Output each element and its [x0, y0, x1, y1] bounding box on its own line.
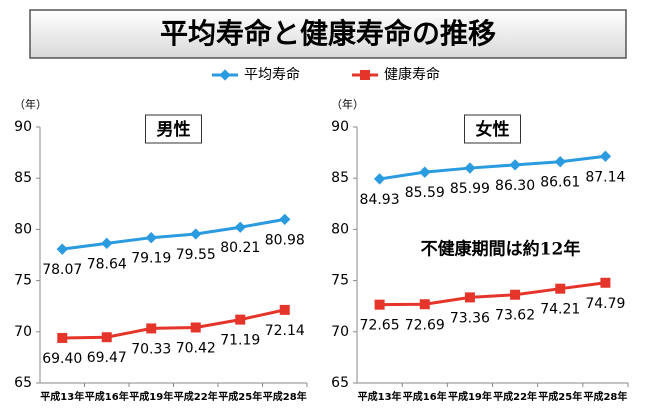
- y-tick-label: 90: [14, 119, 32, 135]
- x-tick-label: 平成22年: [174, 390, 218, 403]
- marker: [555, 283, 566, 294]
- marker: [464, 292, 475, 303]
- data-label: 72.65: [360, 318, 400, 334]
- data-label: 85.59: [405, 185, 445, 201]
- marker: [56, 243, 68, 255]
- legend-label: 健康寿命: [384, 66, 440, 83]
- marker: [101, 237, 113, 249]
- marker: [509, 159, 521, 171]
- data-label: 78.07: [42, 262, 82, 278]
- data-label: 87.14: [585, 169, 625, 185]
- y-tick-label: 85: [14, 170, 32, 186]
- legend-marker: [360, 70, 370, 80]
- data-label: 80.21: [220, 240, 260, 256]
- marker: [374, 299, 385, 310]
- y-tick-label: 70: [331, 324, 349, 340]
- y-tick-label: 85: [331, 170, 349, 186]
- data-label: 74.21: [540, 302, 580, 318]
- data-label: 69.40: [42, 351, 82, 367]
- marker: [419, 166, 431, 178]
- data-label: 73.36: [450, 310, 490, 326]
- data-label: 79.55: [176, 247, 216, 263]
- y-tick-label: 80: [14, 221, 32, 237]
- marker: [190, 228, 202, 240]
- data-label: 69.47: [87, 350, 127, 366]
- y-tick-label: 75: [14, 273, 32, 289]
- x-tick-label: 平成13年: [40, 390, 84, 403]
- marker: [146, 323, 157, 334]
- y-tick-label: 65: [14, 375, 32, 391]
- y-tick-label: 75: [331, 273, 349, 289]
- x-tick-label: 平成22年: [493, 390, 537, 403]
- marker: [279, 213, 291, 226]
- data-label: 84.93: [360, 192, 400, 208]
- y-tick-label: 80: [331, 221, 349, 237]
- data-label: 70.33: [131, 341, 171, 357]
- marker: [419, 299, 430, 310]
- marker: [145, 232, 157, 244]
- marker: [101, 332, 112, 343]
- data-label: 80.98: [265, 232, 305, 248]
- panel-title: 女性: [476, 119, 510, 140]
- data-label: 78.64: [87, 256, 127, 272]
- x-tick-label: 平成13年: [358, 390, 402, 403]
- marker: [554, 156, 566, 168]
- x-tick-label: 平成19年: [448, 390, 492, 403]
- marker: [373, 173, 386, 185]
- marker: [235, 314, 246, 325]
- y-tick-label: 90: [331, 119, 349, 135]
- marker: [190, 322, 201, 333]
- panel-title: 男性: [157, 119, 191, 140]
- x-tick-label: 平成28年: [263, 390, 307, 403]
- series-line: [62, 217, 286, 251]
- title-box: [29, 9, 627, 59]
- chart-title: 平均寿命と健康寿命の推移: [160, 17, 496, 50]
- data-label: 86.61: [540, 175, 580, 191]
- data-label: 79.19: [131, 251, 171, 267]
- y-tick-label: 70: [14, 324, 32, 340]
- y-tick-label: 65: [331, 375, 349, 391]
- series-line: [379, 154, 606, 181]
- annotation: 不健康期間は約12年: [421, 239, 581, 260]
- marker: [510, 289, 521, 300]
- x-tick-label: 平成25年: [218, 390, 262, 403]
- data-label: 73.62: [495, 308, 535, 324]
- data-label: 85.99: [450, 181, 490, 197]
- data-label: 72.69: [405, 317, 445, 333]
- x-tick-label: 平成28年: [583, 390, 627, 403]
- data-label: 86.30: [495, 178, 535, 194]
- series-line: [379, 281, 606, 307]
- legend-label: 平均寿命: [244, 66, 300, 83]
- y-axis-unit: （年）: [331, 97, 364, 111]
- marker: [599, 150, 612, 162]
- x-tick-label: 平成25年: [538, 390, 582, 403]
- marker: [600, 277, 611, 288]
- marker: [279, 304, 290, 315]
- x-tick-label: 平成16年: [85, 390, 129, 403]
- panel-title-box: [464, 114, 521, 144]
- x-tick-label: 平成16年: [403, 390, 447, 403]
- data-label: 71.19: [220, 333, 260, 349]
- data-label: 72.14: [265, 323, 305, 339]
- data-label: 74.79: [585, 296, 625, 312]
- y-axis-unit: （年）: [14, 97, 47, 111]
- marker: [234, 221, 246, 233]
- data-label: 70.42: [176, 340, 216, 356]
- marker: [464, 162, 476, 174]
- x-tick-label: 平成19年: [129, 390, 173, 403]
- marker: [57, 332, 68, 343]
- panel-title-box: [145, 114, 202, 144]
- series-line: [62, 308, 286, 340]
- legend-marker: [219, 69, 231, 81]
